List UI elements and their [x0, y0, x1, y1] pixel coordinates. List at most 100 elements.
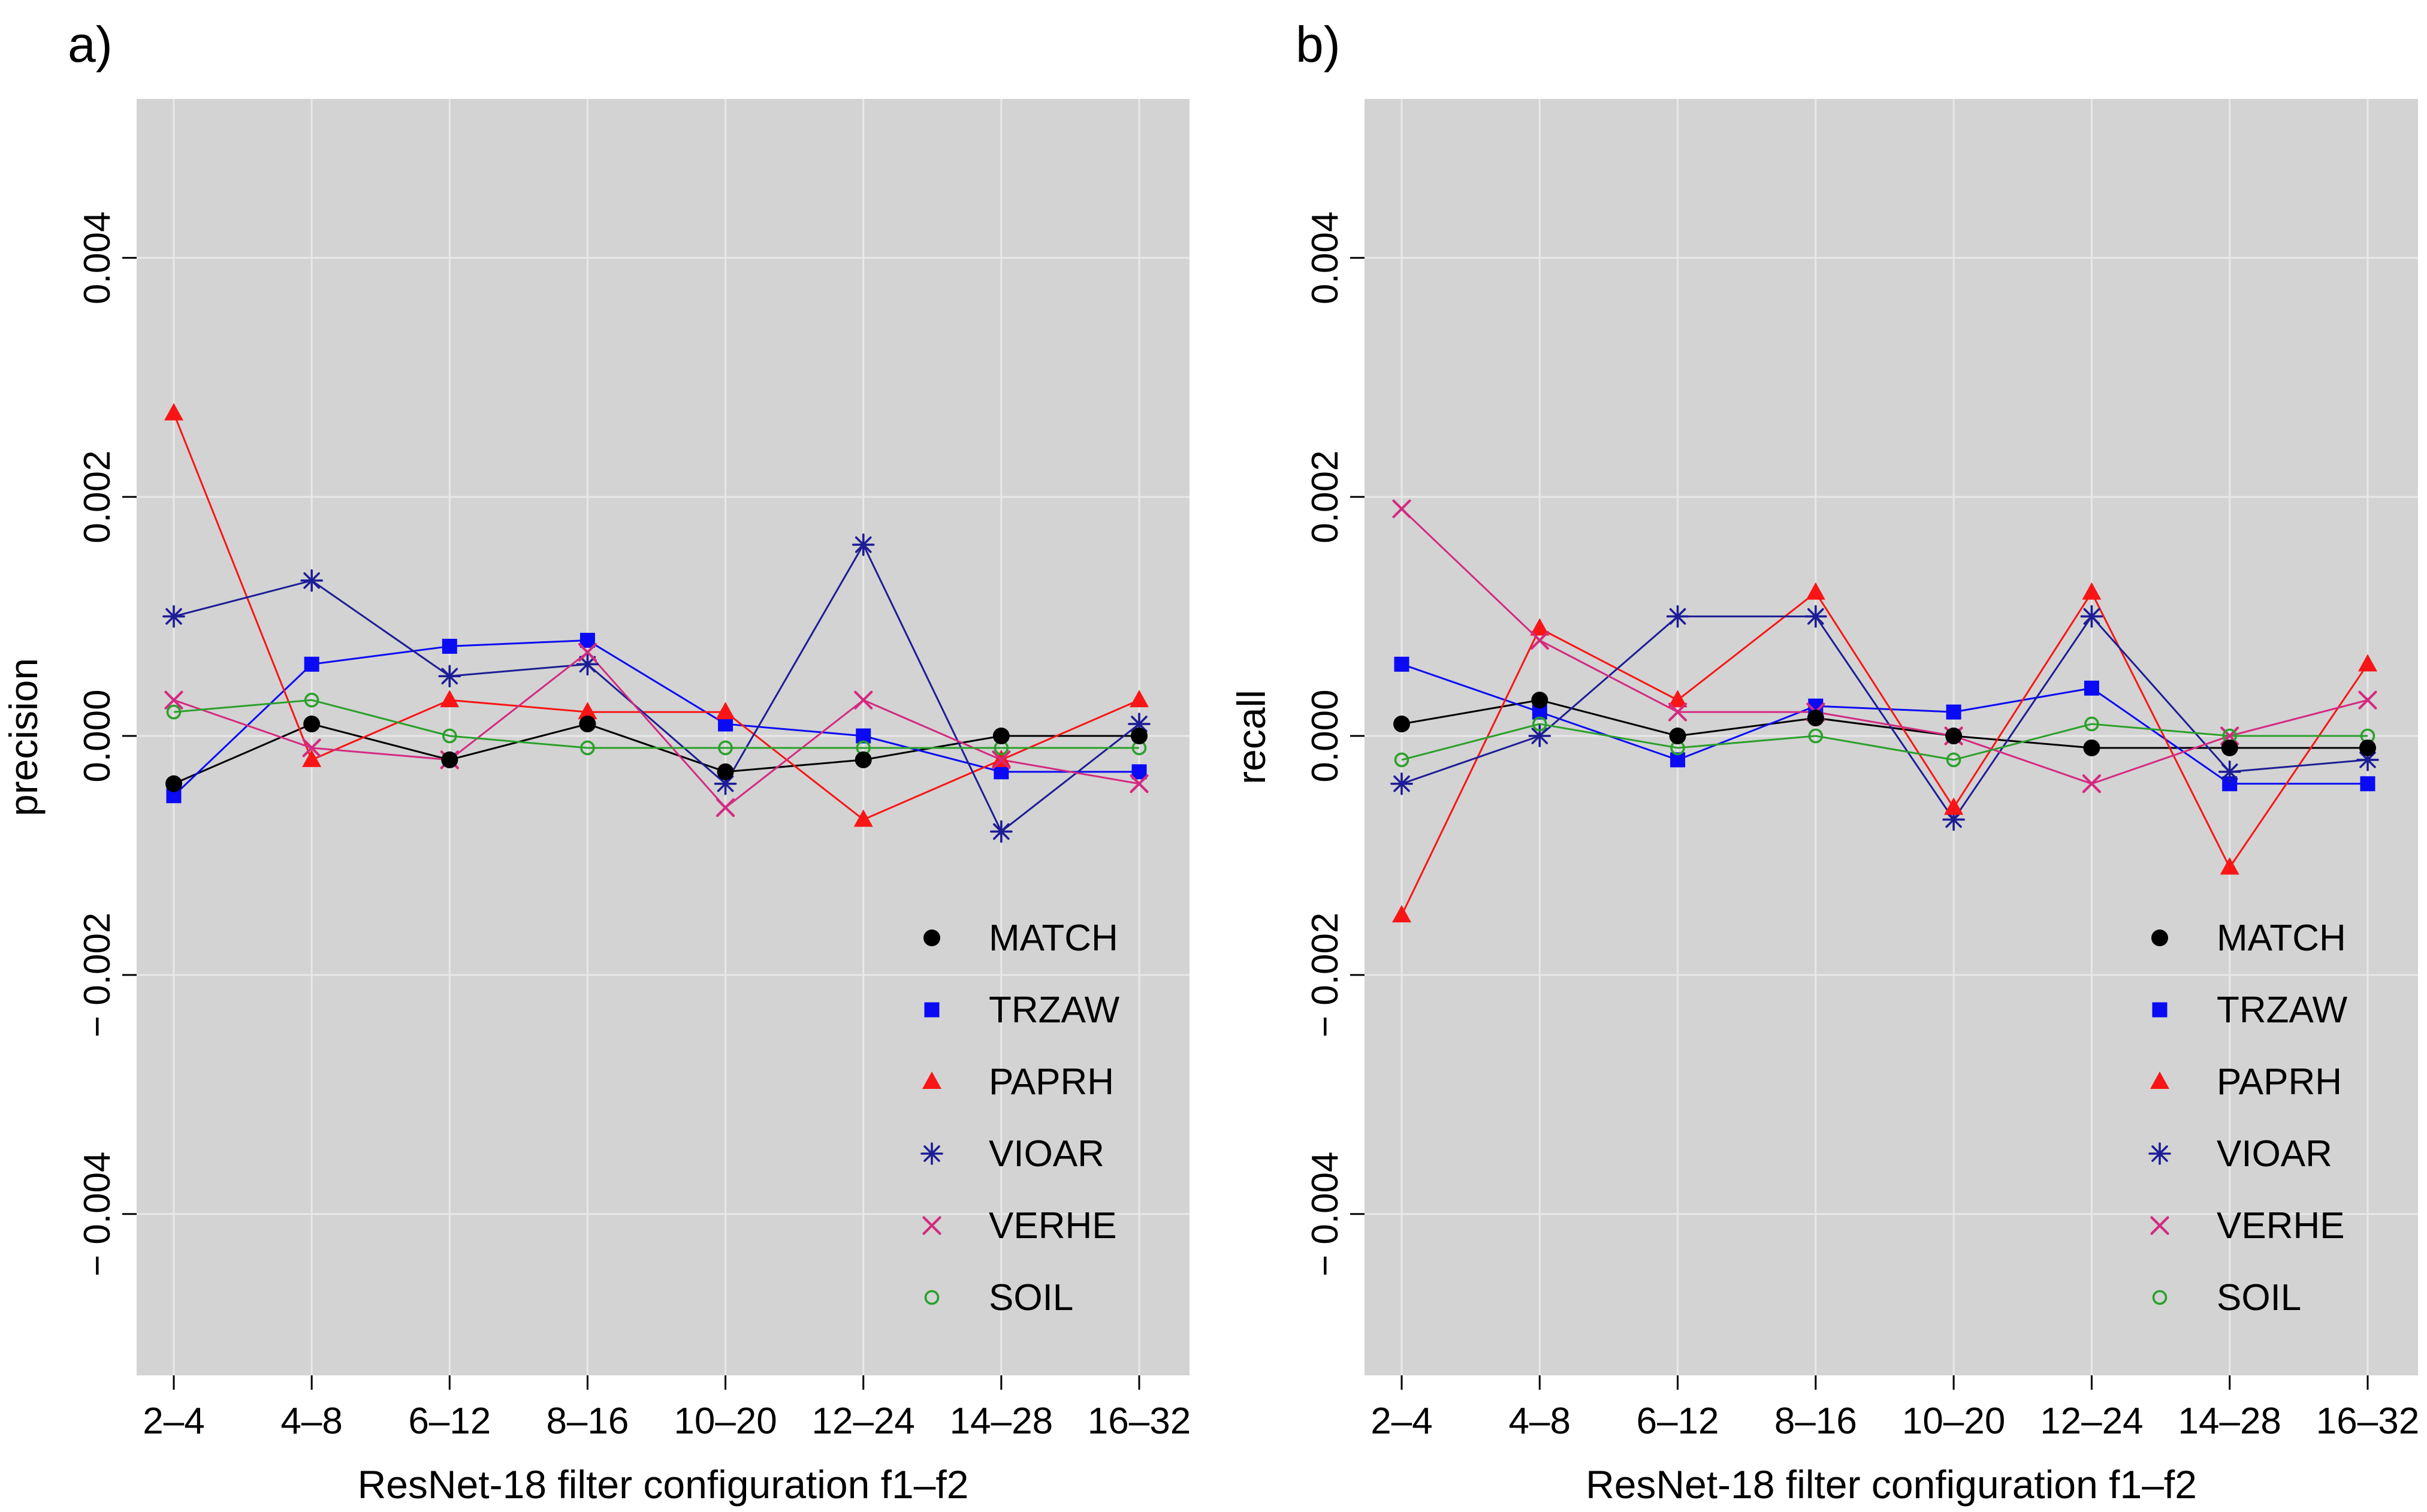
paprh-marker — [2082, 582, 2102, 600]
y-tick-label: 0.002 — [77, 451, 118, 544]
legend-item-paprh: PAPRH — [2150, 1061, 2342, 1103]
verhe-marker — [2220, 726, 2239, 746]
trzaw-marker — [304, 656, 319, 672]
y-tick-label: − 0.002 — [77, 913, 118, 1038]
legend: MATCH TRZAW PAPRH VIOAR VERHE SOIL — [2148, 918, 2348, 1318]
soil-marker — [718, 740, 733, 756]
trzaw-legend-marker — [924, 1002, 940, 1018]
legend-label-soil: SOIL — [2217, 1277, 2301, 1318]
soil-marker — [1808, 728, 1824, 744]
soil-marker — [1394, 752, 1409, 768]
match-marker — [1669, 728, 1686, 745]
series-line-trzaw — [173, 639, 1139, 796]
x-tick-label: 14–28 — [950, 1401, 1053, 1442]
panel-b: 0.004 0.002 0.000 − 0.002 − 0.004 2–4 4–8 6–12 8… — [1229, 99, 2419, 1507]
verhe-marker — [854, 690, 873, 710]
vioar-marker — [1390, 772, 1413, 795]
series-line-trzaw — [1401, 663, 2368, 785]
legend-label-match: MATCH — [2217, 918, 2346, 959]
series-line-soil — [173, 699, 1139, 749]
x-tick-label: 10–20 — [674, 1401, 777, 1442]
series-lines — [173, 412, 1140, 833]
x-tick-label: 6–12 — [408, 1401, 491, 1442]
paprh-marker — [1392, 905, 1411, 923]
x-tick-label: 16–32 — [1088, 1401, 1191, 1442]
legend-label-trzaw: TRZAW — [2217, 989, 2348, 1031]
soil-marker — [1532, 716, 1547, 732]
x-tick-label: 12–24 — [2040, 1401, 2143, 1442]
x-tick-label: 2–4 — [1371, 1401, 1432, 1442]
vioar-legend-marker — [920, 1142, 943, 1165]
panel-a-label: a) — [68, 16, 113, 73]
verhe-marker — [1392, 499, 1411, 518]
legend: MATCH TRZAW PAPRH VIOAR VERHE SOIL — [920, 918, 1120, 1318]
series-markers — [1390, 499, 2379, 923]
legend-item-vioar: VIOAR — [920, 1133, 1104, 1175]
legend-item-paprh: PAPRH — [922, 1061, 1114, 1103]
legend-label-vioar: VIOAR — [2217, 1133, 2332, 1175]
match-marker — [303, 716, 321, 733]
verhe-marker — [1130, 774, 1149, 793]
paprh-marker — [302, 749, 322, 767]
x-tick-label: 8–16 — [546, 1401, 629, 1442]
verhe-marker — [716, 798, 735, 817]
match-marker — [1807, 710, 1824, 727]
match-marker — [2221, 739, 2238, 756]
x-tick-label: 16–32 — [2316, 1401, 2419, 1442]
axes: 0.004 0.002 0.000 − 0.002 − 0.004 2–4 4–8 6–12 8… — [1, 212, 1191, 1507]
series-line-paprh — [1400, 591, 2369, 916]
soil-marker — [1946, 752, 1961, 768]
paprh-marker — [1944, 797, 1964, 815]
legend-item-soil: SOIL — [2152, 1277, 2301, 1318]
series-line-vioar — [1401, 615, 2368, 821]
trzaw-marker — [2084, 680, 2099, 696]
soil-legend-marker — [924, 1290, 940, 1305]
legend-label-trzaw: TRZAW — [989, 989, 1120, 1031]
vioar-marker — [1804, 605, 1827, 628]
vioar-marker — [1666, 605, 1689, 628]
series-line-soil — [1401, 723, 2368, 761]
paprh-marker — [2358, 654, 2377, 672]
match-marker — [579, 716, 596, 733]
match-marker — [1393, 716, 1410, 733]
verhe-marker — [2358, 690, 2377, 710]
match-marker — [992, 728, 1010, 745]
series-markers — [162, 403, 1151, 843]
legend-item-trzaw: TRZAW — [924, 989, 1120, 1031]
y-tick-label: − 0.004 — [77, 1151, 118, 1276]
paprh-marker — [578, 702, 597, 720]
legend-item-verhe: VERHE — [922, 1205, 1117, 1247]
paprh-marker — [440, 690, 460, 708]
vioar-marker — [990, 820, 1013, 843]
match-marker — [1945, 728, 1963, 745]
legend-label-verhe: VERHE — [989, 1205, 1117, 1247]
vioar-marker — [576, 653, 599, 676]
axes: 0.004 0.002 0.000 − 0.002 − 0.004 2–4 4–8 6–12 8… — [1229, 212, 2419, 1507]
x-tick-label: 4–8 — [1509, 1401, 1571, 1442]
match-legend-marker — [923, 929, 940, 946]
trzaw-marker — [2360, 776, 2375, 792]
verhe-marker — [2082, 774, 2102, 793]
match-marker — [1531, 692, 1548, 709]
match-marker — [165, 775, 182, 792]
verhe-legend-marker — [2150, 1216, 2169, 1235]
paprh-marker — [853, 809, 873, 827]
y-axis-title: precision — [1, 658, 46, 816]
x-tick-label: 14–28 — [2178, 1401, 2281, 1442]
match-marker — [717, 763, 734, 780]
verhe-marker — [1668, 702, 1688, 722]
vioar-marker — [2218, 760, 2241, 783]
legend-label-paprh: PAPRH — [2217, 1061, 2342, 1103]
legend-item-match: MATCH — [2151, 918, 2346, 959]
series-line-verhe — [1400, 508, 2368, 785]
vioar-legend-marker — [2148, 1142, 2171, 1165]
soil-marker — [304, 692, 319, 708]
verhe-marker — [164, 690, 183, 710]
panel-b-label: b) — [1296, 16, 1341, 73]
match-marker — [441, 751, 458, 768]
match-marker — [1131, 728, 1148, 745]
x-tick-label: 10–20 — [1902, 1401, 2005, 1442]
soil-marker — [2084, 716, 2099, 732]
vioar-marker — [2080, 605, 2103, 628]
